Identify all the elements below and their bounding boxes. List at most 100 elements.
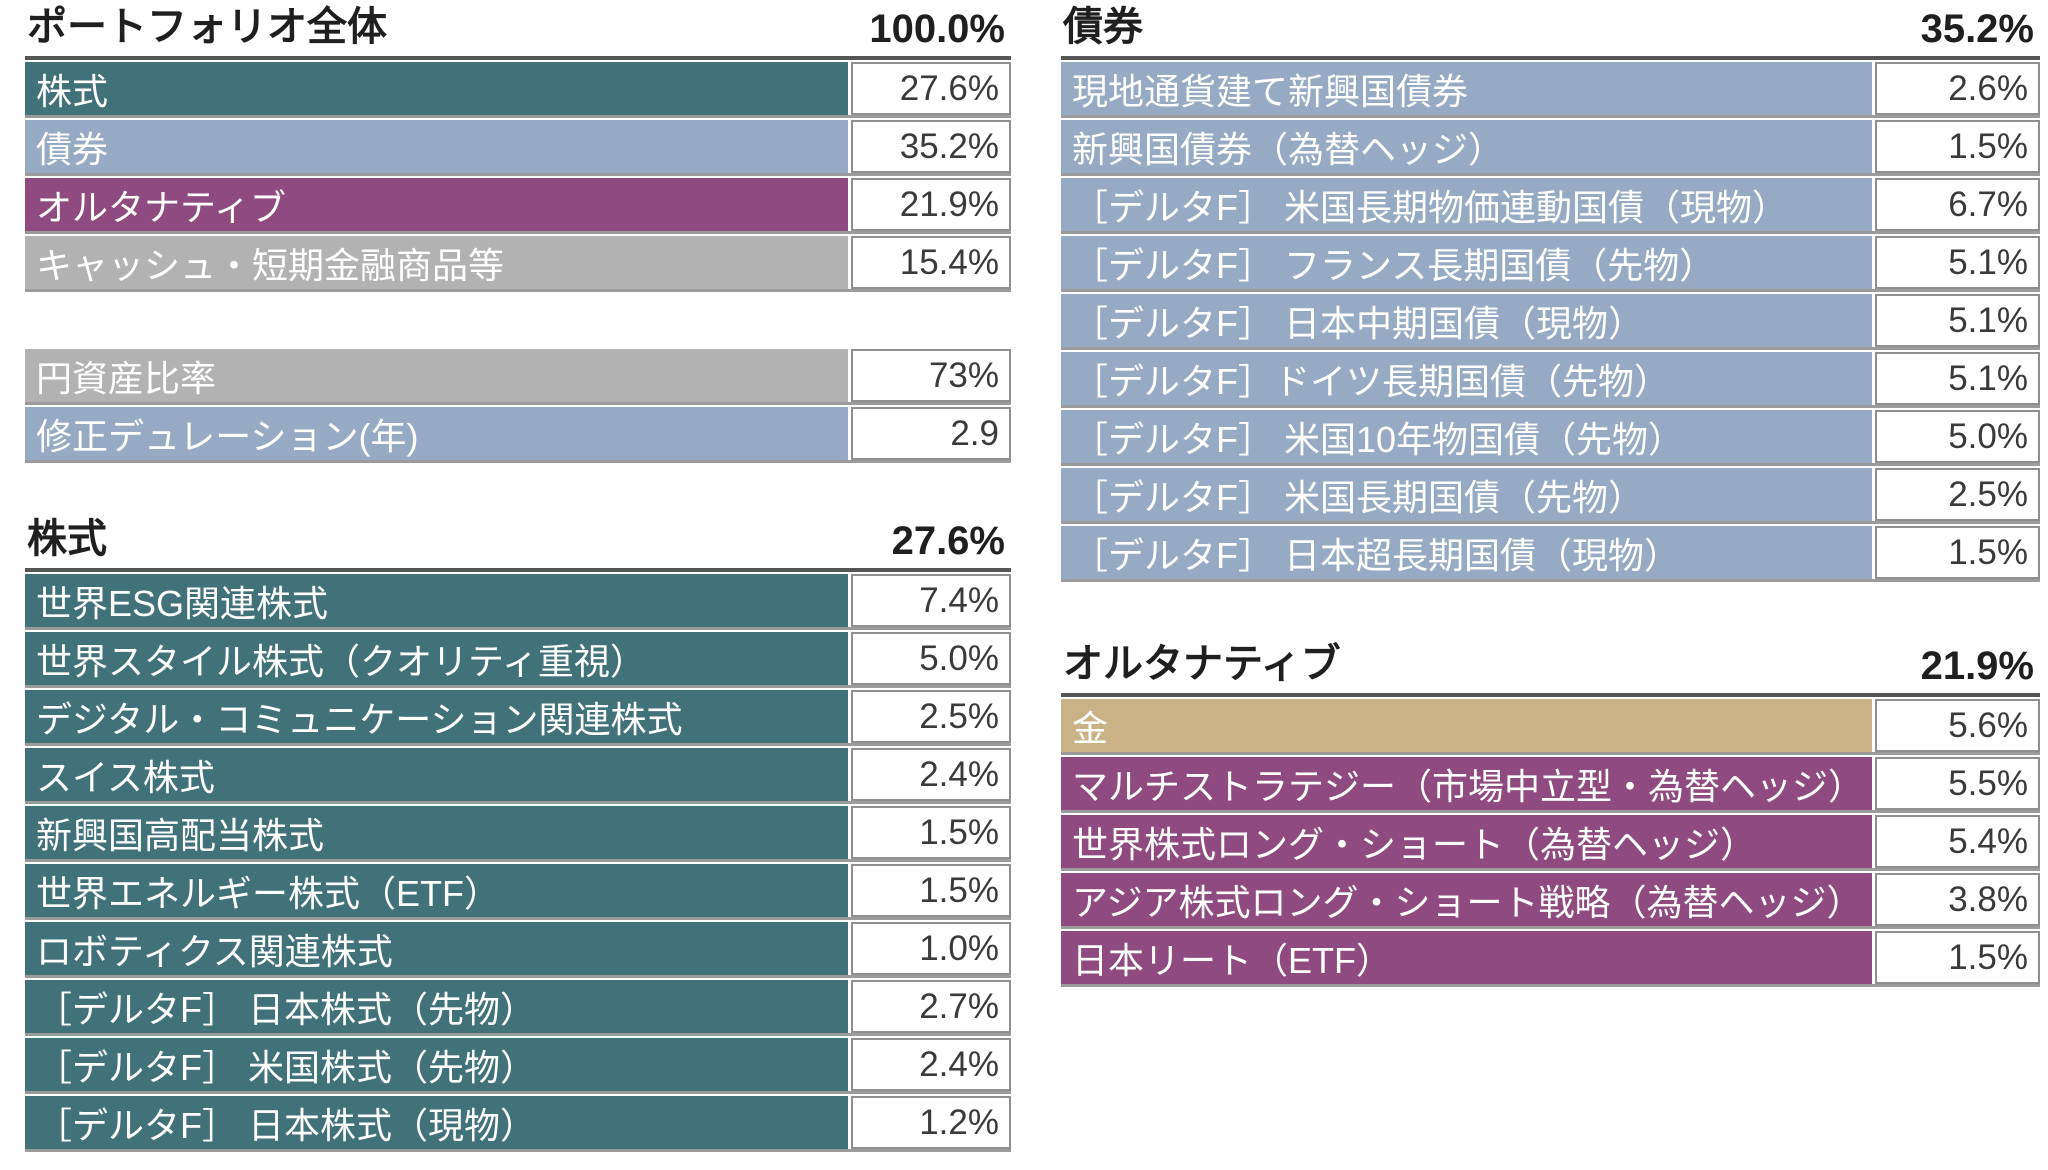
table-row: アジア株式ロング・ショート戦略（為替ヘッジ） 3.8% (1061, 873, 2040, 926)
asset-value: 2.5% (1875, 468, 2040, 521)
table-row: スイス株式 2.4% (25, 748, 1011, 801)
asset-label: ［デルタF］ 米国10年物国債（先物） (1072, 418, 1685, 460)
asset-label: 世界株式ロング・ショート（為替ヘッジ） (1072, 823, 1757, 865)
section-header-portfolio: ポートフォリオ全体 100.0% (25, 0, 1011, 60)
table-row: 修正デュレーション(年) 2.9 (25, 407, 1011, 460)
asset-label: 金 (1072, 707, 1109, 749)
asset-bar: ［デルタF］ 米国長期国債（先物） (1061, 468, 1872, 521)
asset-label: デジタル・コミュニケーション関連株式 (36, 698, 683, 740)
asset-bar: ［デルタF］ 米国10年物国債（先物） (1061, 410, 1872, 463)
right-column: 債券 35.2% 現地通貨建て新興国債券 2.6% 新興国債券（為替ヘッジ） 1… (1061, 0, 2040, 989)
asset-value: 7.4% (851, 574, 1011, 627)
section-portfolio: ポートフォリオ全体 100.0% 株式 27.6% 債券 35.2% オルタナテ… (25, 0, 1011, 289)
asset-value: 1.5% (1875, 931, 2040, 984)
asset-bar: 債券 (25, 120, 848, 173)
table-row: 株式 27.6% (25, 62, 1011, 115)
table-row: ［デルタF］ 米国10年物国債（先物） 5.0% (1061, 410, 2040, 463)
table-row: 世界株式ロング・ショート（為替ヘッジ） 5.4% (1061, 815, 2040, 868)
table-row: ［デルタF］ 日本中期国債（現物） 5.1% (1061, 294, 2040, 347)
asset-value: 5.1% (1875, 236, 2040, 289)
table-row: 現地通貨建て新興国債券 2.6% (1061, 62, 2040, 115)
table-row: 世界エネルギー株式（ETF） 1.5% (25, 864, 1011, 917)
table-row: 新興国債券（為替ヘッジ） 1.5% (1061, 120, 2040, 173)
asset-value: 5.1% (1875, 352, 2040, 405)
asset-label: 株式 (36, 70, 109, 112)
section-total-equity: 27.6% (891, 519, 1005, 563)
asset-value: 5.0% (851, 632, 1011, 685)
table-row: ［デルタF］ 日本株式（現物） 1.2% (25, 1096, 1011, 1149)
asset-label: 債券 (36, 128, 109, 170)
asset-bar: ［デルタF］ フランス長期国債（先物） (1061, 236, 1872, 289)
asset-bar: 金 (1061, 699, 1872, 752)
asset-bar: 日本リート（ETF） (1061, 931, 1872, 984)
table-row: ［デルタF］ 米国長期物価連動国債（現物） 6.7% (1061, 178, 2040, 231)
section-bond: 債券 35.2% 現地通貨建て新興国債券 2.6% 新興国債券（為替ヘッジ） 1… (1061, 0, 2040, 579)
asset-bar: キャッシュ・短期金融商品等 (25, 236, 848, 289)
asset-value: 1.0% (851, 922, 1011, 975)
asset-label: ロボティクス関連株式 (36, 930, 393, 972)
asset-value: 2.4% (851, 748, 1011, 801)
asset-bar: ［デルタF］ 日本株式（先物） (25, 980, 848, 1033)
section-header-alternative: オルタナティブ 21.9% (1061, 637, 2040, 697)
asset-bar: 新興国債券（為替ヘッジ） (1061, 120, 1872, 173)
table-row: マルチストラテジー（市場中立型・為替ヘッジ） 5.5% (1061, 757, 2040, 810)
table-row: ［デルタF］ドイツ長期国債（先物） 5.1% (1061, 352, 2040, 405)
table-row: 新興国高配当株式 1.5% (25, 806, 1011, 859)
metric-label: 円資産比率 (36, 357, 217, 399)
asset-value: 27.6% (851, 62, 1011, 115)
alternative-rows: 金 5.6% マルチストラテジー（市場中立型・為替ヘッジ） 5.5% 世界株式ロ… (1061, 699, 2040, 984)
section-alternative: オルタナティブ 21.9% 金 5.6% マルチストラテジー（市場中立型・為替ヘ… (1061, 637, 2040, 984)
table-row: オルタナティブ 21.9% (25, 178, 1011, 231)
portfolio-rows: 株式 27.6% 債券 35.2% オルタナティブ 21.9% キャッシュ・短期… (25, 62, 1011, 289)
asset-bar: アジア株式ロング・ショート戦略（為替ヘッジ） (1061, 873, 1872, 926)
section-metrics: 円資産比率 73% 修正デュレーション(年) 2.9 (25, 349, 1011, 460)
asset-value: 5.5% (1875, 757, 2040, 810)
asset-bar: ［デルタF］ 日本中期国債（現物） (1061, 294, 1872, 347)
metric-bar: 円資産比率 (25, 349, 848, 402)
asset-value: 2.5% (851, 690, 1011, 743)
asset-label: マルチストラテジー（市場中立型・為替ヘッジ） (1072, 765, 1865, 807)
asset-label: キャッシュ・短期金融商品等 (36, 244, 505, 286)
asset-bar: ［デルタF］ 日本超長期国債（現物） (1061, 526, 1872, 579)
section-title-equity: 株式 (27, 517, 107, 561)
bond-rows: 現地通貨建て新興国債券 2.6% 新興国債券（為替ヘッジ） 1.5% ［デルタF… (1061, 62, 2040, 579)
asset-value: 2.7% (851, 980, 1011, 1033)
asset-label: 世界エネルギー株式（ETF） (36, 872, 500, 914)
asset-value: 1.5% (851, 864, 1011, 917)
metrics-rows: 円資産比率 73% 修正デュレーション(年) 2.9 (25, 349, 1011, 460)
section-total-alternative: 21.9% (1920, 644, 2034, 688)
asset-label: 世界ESG関連株式 (36, 582, 329, 624)
asset-label: ［デルタF］ 米国株式（先物） (36, 1046, 536, 1088)
asset-value: 1.5% (1875, 120, 2040, 173)
table-row: キャッシュ・短期金融商品等 15.4% (25, 236, 1011, 289)
asset-value: 1.5% (1875, 526, 2040, 579)
asset-label: ［デルタF］ 米国長期国債（先物） (1072, 476, 1644, 518)
table-row: ロボティクス関連株式 1.0% (25, 922, 1011, 975)
section-title-alternative: オルタナティブ (1063, 642, 1341, 686)
asset-bar: 株式 (25, 62, 848, 115)
table-row: 日本リート（ETF） 1.5% (1061, 931, 2040, 984)
asset-bar: ［デルタF］ドイツ長期国債（先物） (1061, 352, 1872, 405)
asset-value: 3.8% (1875, 873, 2040, 926)
asset-bar: ［デルタF］ 米国株式（先物） (25, 1038, 848, 1091)
asset-value: 35.2% (851, 120, 1011, 173)
asset-label: ［デルタF］ 日本株式（現物） (36, 1104, 536, 1146)
asset-bar: 現地通貨建て新興国債券 (1061, 62, 1872, 115)
metric-value: 73% (851, 349, 1011, 402)
asset-label: オルタナティブ (36, 186, 286, 228)
asset-bar: ［デルタF］ 米国長期物価連動国債（現物） (1061, 178, 1872, 231)
table-row: ［デルタF］ フランス長期国債（先物） 5.1% (1061, 236, 2040, 289)
table-row: 世界ESG関連株式 7.4% (25, 574, 1011, 627)
table-row: 世界スタイル株式（クオリティ重視） 5.0% (25, 632, 1011, 685)
asset-label: 日本リート（ETF） (1072, 939, 1392, 981)
left-column: ポートフォリオ全体 100.0% 株式 27.6% 債券 35.2% オルタナテ… (25, 0, 1011, 1154)
table-row: 金 5.6% (1061, 699, 2040, 752)
table-row: ［デルタF］ 日本株式（先物） 2.7% (25, 980, 1011, 1033)
asset-value: 5.1% (1875, 294, 2040, 347)
asset-value: 5.6% (1875, 699, 2040, 752)
asset-value: 1.2% (851, 1096, 1011, 1149)
asset-bar: ロボティクス関連株式 (25, 922, 848, 975)
metric-label: 修正デュレーション(年) (36, 415, 419, 457)
table-row: ［デルタF］ 米国長期国債（先物） 2.5% (1061, 468, 2040, 521)
asset-label: ［デルタF］ 日本中期国債（現物） (1072, 302, 1644, 344)
